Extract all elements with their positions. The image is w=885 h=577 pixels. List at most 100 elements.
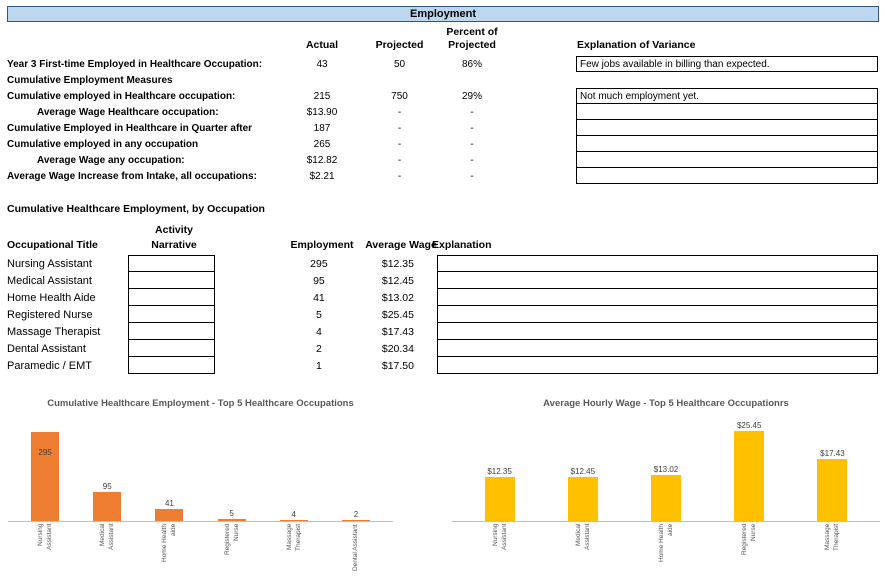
occupation-explanation-cell[interactable]	[437, 306, 878, 323]
average-wage-value: $13.02	[381, 291, 414, 304]
chart-category-label: Massage Therapist	[263, 524, 325, 574]
chart-data-label: 95	[102, 482, 112, 491]
chart-category-label: Nursing Assistant	[458, 524, 541, 574]
percent-value: 29%	[461, 90, 482, 102]
chart-category-text: Medical Assistant	[99, 524, 116, 551]
chart-data-label: 4	[291, 510, 296, 519]
variance-explanation-cell[interactable]	[576, 136, 878, 152]
chart-category-text: Registered Nurse	[223, 524, 240, 556]
cumulative-employment-bar-chart: Cumulative Healthcare Employment - Top 5…	[8, 398, 393, 574]
projected-value: -	[397, 138, 402, 150]
occupation-row: Paramedic / EMT 1 $17.50	[7, 357, 878, 374]
activity-narrative-cell[interactable]	[128, 255, 216, 272]
occupation-header-row-1: Activity	[7, 224, 878, 239]
variance-explanation-cell[interactable]	[576, 104, 878, 120]
chart-category-text: Registered Nurse	[741, 524, 758, 556]
employment-value: 295	[310, 257, 328, 270]
occupation-title: Nursing Assistant	[7, 257, 92, 270]
chart-data-label: $17.43	[820, 449, 845, 458]
chart-bar-slot: 95	[76, 482, 138, 521]
occupational-title-header: Occupational Title	[7, 239, 98, 251]
average-wage-value: $12.45	[381, 274, 414, 287]
activity-narrative-cell[interactable]	[128, 357, 216, 374]
summary-row: Cumulative Employment Measures	[7, 72, 878, 88]
chart-title: Cumulative Healthcare Employment - Top 5…	[47, 398, 354, 409]
percent-value: -	[470, 170, 474, 182]
chart-category-axis: Nursing Assistant Medical Assistant Home H…	[8, 524, 393, 574]
activity-narrative-cell[interactable]	[128, 306, 216, 323]
summary-row: Year 3 First-time Employed in Healthcare…	[7, 56, 878, 72]
occupation-explanation-cell[interactable]	[437, 255, 878, 272]
occupation-title: Massage Therapist	[7, 325, 101, 338]
summary-row: Average Wage any occupation: $12.82 - -	[7, 152, 878, 168]
actual-value: 43	[316, 58, 328, 70]
chart-category-text: Home Health aide	[161, 524, 178, 562]
activity-narrative-cell[interactable]	[128, 289, 216, 306]
occupation-explanation-cell[interactable]	[437, 272, 878, 289]
chart-category-text: Nursing Assistant	[36, 524, 54, 551]
summary-row: Cumulative employed in Healthcare occupa…	[7, 88, 878, 104]
summary-row-label: Average Wage Increase from Intake, all o…	[7, 170, 257, 182]
chart-data-label: 5	[229, 509, 234, 518]
activity-narrative-cell[interactable]	[128, 323, 216, 340]
actual-value: 265	[313, 138, 331, 150]
activity-header-line2: Narrative	[151, 239, 197, 251]
chart-bar	[817, 459, 848, 521]
occupation-row: Nursing Assistant 295 $12.35	[7, 255, 878, 272]
percent-value: -	[470, 138, 474, 150]
activity-narrative-cell[interactable]	[128, 340, 216, 357]
chart-category-label: Medical Assistant	[541, 524, 624, 574]
chart-category-text: Massage Therapist	[824, 524, 841, 552]
projected-value: 50	[393, 58, 406, 70]
summary-row: Average Wage Increase from Intake, all o…	[7, 168, 878, 184]
chart-category-label: Registered Nurse	[708, 524, 791, 574]
occupation-section-title: Cumulative Healthcare Employment, by Occ…	[7, 203, 265, 215]
chart-category-label: Nursing Assistant	[14, 524, 76, 574]
summary-row-label: Cumulative Employed in Healthcare in Qua…	[7, 122, 253, 134]
summary-row: Cumulative Employed in Healthcare in Qua…	[7, 120, 878, 136]
occupation-explanation-cell[interactable]	[437, 323, 878, 340]
report-title-banner: Employment	[7, 6, 879, 22]
variance-explanation-cell[interactable]	[576, 120, 878, 136]
percent-of-projected-header-line1: Percent of	[446, 26, 498, 38]
employment-column-header: Employment	[290, 239, 354, 251]
projected-value: 750	[391, 90, 408, 102]
activity-narrative-cell[interactable]	[128, 272, 216, 289]
actual-value: $12.82	[306, 154, 338, 166]
variance-explanation-cell[interactable]	[576, 168, 878, 184]
occupation-explanation-cell[interactable]	[437, 340, 878, 357]
chart-bar-slot: $17.43	[791, 449, 874, 521]
summary-row-label: Cumulative Employment Measures	[7, 74, 173, 86]
variance-explanation-cell[interactable]: Not much employment yet.	[576, 88, 878, 104]
actual-value: 215	[313, 90, 331, 102]
variance-explanation-cell[interactable]	[576, 152, 878, 168]
chart-category-label: Home Health aide	[138, 524, 200, 574]
summary-row: Average Wage Healthcare occupation: $13.9…	[7, 104, 878, 120]
chart-data-label: $25.45	[736, 421, 762, 430]
chart-category-text: Massage Therapist	[285, 524, 302, 552]
average-wage-value: $17.43	[381, 325, 414, 338]
chart-bar	[484, 477, 515, 521]
occupation-explanation-cell[interactable]	[437, 289, 878, 306]
actual-value: $13.90	[306, 106, 338, 118]
chart-plot-area: 295 95 41 5 4 2	[8, 416, 393, 522]
variance-explanation-cell[interactable]: Few jobs available in billing than expec…	[576, 56, 878, 72]
employment-value: 95	[313, 274, 325, 287]
chart-bar-slot: 4	[263, 510, 325, 521]
chart-bar-slot: $12.35	[458, 467, 541, 521]
occupation-title: Home Health Aide	[7, 291, 96, 304]
percent-of-projected-header-line2: Projected	[448, 39, 496, 51]
average-wage-value: $17.50	[381, 359, 414, 372]
chart-category-label: Registered Nurse	[201, 524, 263, 574]
occupation-header-row-2: Occupational Title Narrative Employment …	[7, 239, 878, 255]
chart-bar-slot: 2	[325, 510, 387, 521]
chart-bar	[734, 431, 765, 521]
occupation-row: Dental Assistant 2 $20.34	[7, 340, 878, 357]
chart-category-text: Nursing Assistant	[491, 524, 508, 551]
chart-category-text: Dental Assistant	[352, 524, 360, 571]
chart-category-label: Medical Assistant	[76, 524, 138, 574]
actual-value: $2.21	[309, 170, 335, 182]
chart-bar-slot: 295	[14, 432, 76, 521]
occupation-explanation-cell[interactable]	[437, 357, 878, 374]
